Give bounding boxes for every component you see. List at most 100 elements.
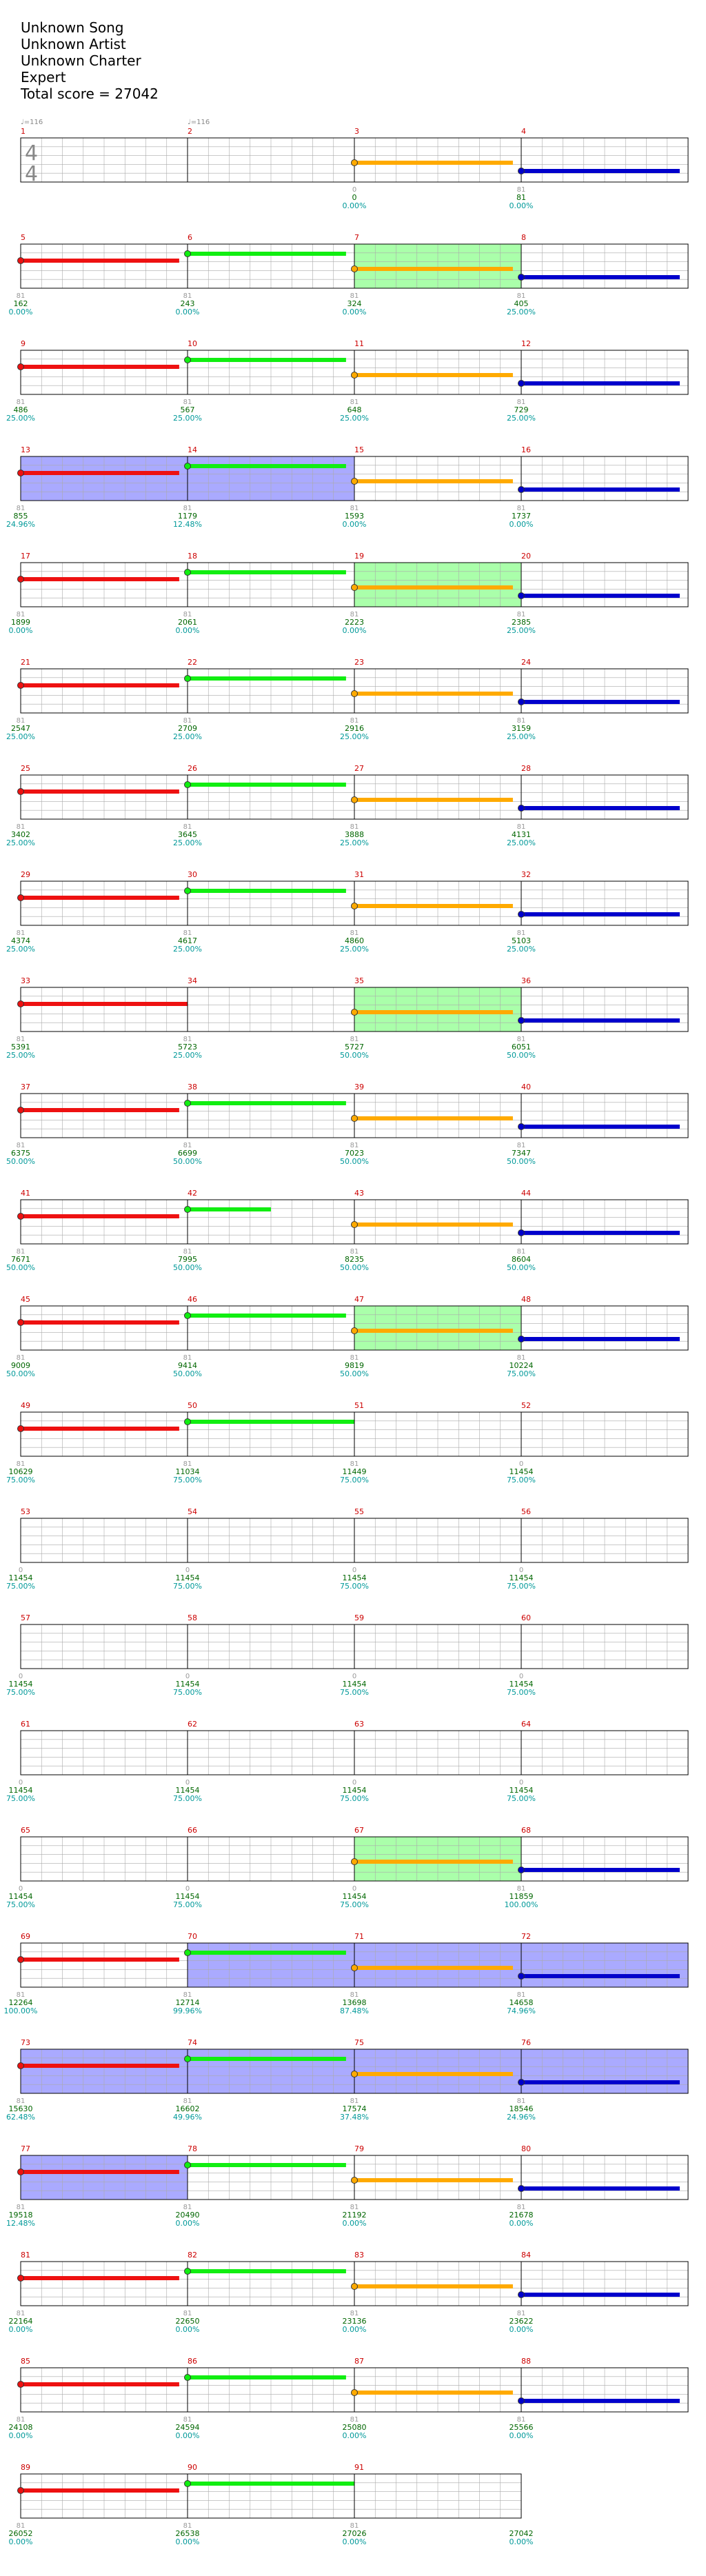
measure-number: 79 xyxy=(354,2144,364,2153)
green-note xyxy=(184,356,191,363)
measure xyxy=(187,1730,355,1775)
measure-number: 53 xyxy=(21,1507,30,1516)
multiplier-label: 81 xyxy=(517,1354,526,1362)
percent-label: 24.96% xyxy=(6,520,35,529)
measure xyxy=(351,668,522,714)
percent-label: 50.00% xyxy=(340,1263,369,1272)
measure-number: 76 xyxy=(521,2038,531,2047)
score-label: 1899 xyxy=(11,618,30,627)
measure xyxy=(351,774,522,820)
multiplier-label: 81 xyxy=(183,399,192,406)
measure-box xyxy=(354,2473,522,2519)
measure-box xyxy=(521,881,689,926)
percent-label: 0.00% xyxy=(343,520,367,529)
measure xyxy=(354,1518,522,1563)
score-label: 7995 xyxy=(178,1255,197,1264)
measure-number: 70 xyxy=(188,1932,197,1941)
percent-label: 75.00% xyxy=(6,1794,35,1803)
blue-note xyxy=(518,1017,525,1024)
percent-label: 0.00% xyxy=(343,2219,367,2228)
score-label: 23622 xyxy=(510,2317,534,2326)
percent-label: 25.00% xyxy=(6,732,35,741)
score-label: 24594 xyxy=(176,2423,200,2432)
orange-note xyxy=(351,372,358,379)
measure xyxy=(184,456,355,501)
score-label: 5103 xyxy=(512,936,531,945)
measure-number: 29 xyxy=(21,870,30,879)
measure xyxy=(184,881,355,926)
measure xyxy=(184,1411,355,1457)
measure xyxy=(351,562,522,607)
measure-number: 67 xyxy=(354,1826,364,1835)
multiplier-label: 0 xyxy=(352,1779,356,1787)
score-label: 4860 xyxy=(345,936,364,945)
percent-label: 25.00% xyxy=(340,945,369,954)
multiplier-label: 81 xyxy=(350,1991,359,1999)
tempo-marker: ♩=116 xyxy=(188,119,210,126)
measure xyxy=(351,137,522,183)
measure-number: 88 xyxy=(521,2357,531,2366)
measure-number: 27 xyxy=(354,764,364,773)
final-percent-label: 0.00% xyxy=(510,2537,534,2546)
multiplier-label: 81 xyxy=(350,2310,359,2317)
measure xyxy=(184,1942,355,1988)
score-label: 9009 xyxy=(11,1361,30,1370)
score-label: 18546 xyxy=(510,2104,534,2113)
score-label: 11454 xyxy=(343,1680,367,1689)
measure xyxy=(351,2367,522,2413)
percent-label: 0.00% xyxy=(9,626,33,635)
measure-number: 19 xyxy=(354,552,364,561)
orange-note xyxy=(351,159,358,166)
measure-box xyxy=(521,137,689,183)
percent-label: 50.00% xyxy=(507,1263,536,1272)
multiplier-label: 81 xyxy=(183,611,192,618)
percent-label: 75.00% xyxy=(173,1794,202,1803)
score-label: 567 xyxy=(181,405,195,414)
percent-label: 75.00% xyxy=(340,1582,369,1591)
measure xyxy=(518,2155,689,2200)
multiplier-label: 81 xyxy=(17,2522,26,2530)
score-label: 11859 xyxy=(510,1892,534,1901)
score-label: 2916 xyxy=(345,724,364,733)
measure xyxy=(518,456,689,501)
score-label: 2547 xyxy=(11,724,30,733)
multiplier-label: 81 xyxy=(517,399,526,406)
percent-label: 87.48% xyxy=(340,2006,369,2015)
percent-label: 75.00% xyxy=(340,1476,369,1485)
measure-number: 87 xyxy=(354,2357,364,2366)
percent-label: 25.00% xyxy=(507,732,536,741)
measure-number: 65 xyxy=(21,1826,30,1835)
percent-label: 0.00% xyxy=(343,308,367,316)
multiplier-label: 81 xyxy=(17,2097,26,2105)
multiplier-label: 81 xyxy=(183,505,192,512)
score-label: 5727 xyxy=(345,1043,364,1051)
green-note xyxy=(184,781,191,788)
percent-label: 75.00% xyxy=(507,1582,536,1591)
measure xyxy=(184,2155,355,2200)
percent-label: 0.00% xyxy=(510,2325,534,2334)
measure xyxy=(354,2473,522,2519)
measure-number: 15 xyxy=(354,445,364,454)
score-label: 7347 xyxy=(512,1149,531,1158)
percent-label: 0.00% xyxy=(510,520,534,529)
multiplier-label: 81 xyxy=(17,1991,26,1999)
multiplier-label: 0 xyxy=(19,1673,23,1680)
percent-label: 75.00% xyxy=(6,1688,35,1697)
score-label: 11454 xyxy=(176,1786,200,1795)
measure xyxy=(518,2049,689,2094)
multiplier-label: 81 xyxy=(350,2522,359,2530)
measure-number: 32 xyxy=(521,870,531,879)
score-label: 7023 xyxy=(345,1149,364,1158)
measure-number: 56 xyxy=(521,1507,531,1516)
orange-note xyxy=(351,2389,358,2396)
red-note xyxy=(17,363,24,370)
measure xyxy=(20,1730,188,1775)
measure xyxy=(184,668,355,714)
multiplier-label: 81 xyxy=(350,2097,359,2105)
multiplier-label: 81 xyxy=(350,1036,359,1043)
measure xyxy=(184,1093,355,1138)
measure xyxy=(354,1730,522,1775)
percent-label: 74.96% xyxy=(507,2006,536,2015)
percent-label: 75.00% xyxy=(6,1900,35,1909)
measure-number: 37 xyxy=(21,1083,30,1091)
